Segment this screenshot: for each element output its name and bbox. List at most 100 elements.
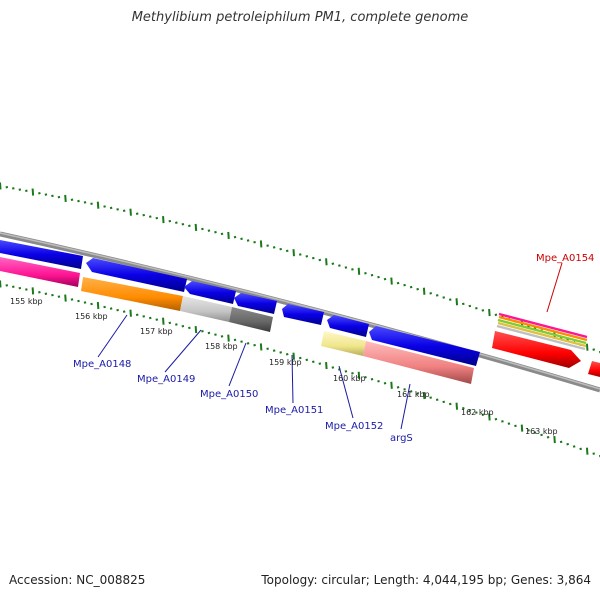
gene-block-pink[interactable] (0, 257, 80, 287)
gene-block-orange[interactable] (81, 277, 183, 311)
minor-tick (103, 305, 106, 309)
minor-tick (442, 296, 446, 299)
minor-tick (298, 253, 302, 256)
minor-tick (331, 262, 335, 265)
gene-arrow-blue[interactable] (184, 281, 236, 304)
minor-tick (416, 392, 419, 395)
gene-arrow-blue[interactable] (327, 315, 369, 337)
major-tick (0, 182, 2, 190)
gene-arrow-blue[interactable] (0, 240, 83, 269)
minor-tick (396, 281, 400, 285)
major-tick (357, 371, 361, 379)
gene-arrow-red[interactable] (492, 331, 581, 368)
minor-tick (116, 308, 119, 312)
minor-tick (38, 192, 41, 195)
minor-tick (429, 292, 433, 295)
minor-tick (44, 193, 48, 196)
gene-label-mpe-a0154[interactable]: Mpe_A0154 (536, 253, 594, 264)
gene-label-mpe-a0151[interactable]: Mpe_A0151 (265, 405, 323, 416)
minor-tick (409, 285, 413, 289)
minor-tick (266, 244, 269, 247)
major-tick (585, 447, 589, 455)
minor-tick (494, 313, 498, 317)
minor-tick (279, 351, 283, 354)
minor-tick (566, 442, 569, 446)
minor-tick (246, 239, 250, 242)
minor-tick (90, 302, 93, 306)
minor-tick (272, 246, 276, 249)
minor-tick (403, 283, 406, 287)
minor-tick (377, 379, 380, 383)
gene-label-mpe-a0149[interactable]: Mpe_A0149 (137, 374, 195, 385)
minor-tick (90, 202, 93, 206)
minor-tick (207, 229, 211, 232)
major-tick (31, 188, 35, 196)
minor-tick (311, 360, 315, 364)
gene-stack-mpe-a0154[interactable] (496, 312, 588, 351)
minor-tick (135, 313, 139, 317)
minor-tick (168, 219, 172, 223)
label-leader-lines (97, 314, 411, 430)
major-tick (162, 317, 165, 325)
gene-block-yellow[interactable] (321, 331, 366, 356)
minor-tick (338, 368, 341, 371)
minor-tick (481, 309, 485, 312)
minor-tick (494, 417, 498, 421)
minor-tick (318, 362, 322, 365)
minor-tick (435, 294, 439, 297)
major-tick (64, 294, 67, 302)
gene-arrow-blue[interactable] (234, 293, 277, 314)
minor-tick (148, 215, 152, 218)
tick-label: 161 kbp (397, 390, 430, 399)
major-tick (455, 298, 459, 306)
minor-tick (70, 298, 74, 301)
minor-tick (181, 324, 185, 328)
minor-tick (142, 213, 146, 217)
major-tick (455, 402, 459, 410)
minor-tick (188, 326, 191, 330)
genome-backbone-highlight (0, 232, 600, 390)
minor-tick (592, 348, 596, 351)
major-tick (227, 334, 230, 342)
minor-tick (214, 333, 217, 336)
gene-label-mpe-a0150[interactable]: Mpe_A0150 (200, 389, 258, 400)
minor-tick (461, 407, 465, 410)
minor-tick (318, 258, 322, 262)
minor-tick (468, 304, 472, 308)
minor-tick (83, 201, 87, 204)
gene-arrow-blue[interactable] (282, 304, 324, 325)
major-tick (96, 301, 100, 310)
minor-tick (77, 299, 80, 303)
minor-tick (377, 275, 380, 279)
gene-arrow-blue[interactable] (86, 258, 187, 292)
inner-tick-track (0, 280, 600, 458)
topology-text: Topology: circular; Length: 4,044,195 bp… (261, 573, 591, 587)
minor-tick (51, 293, 54, 297)
tick-label: 157 kbp (140, 327, 173, 336)
minor-tick (57, 295, 61, 298)
gene-label-mpe-a0152[interactable]: Mpe_A0152 (325, 421, 383, 432)
gene-label-args[interactable]: argS (390, 433, 413, 444)
minor-tick (246, 342, 250, 345)
gene-block-lightgray[interactable] (180, 296, 232, 322)
minor-tick (253, 240, 256, 244)
minor-tick (122, 209, 126, 213)
minor-tick (77, 199, 80, 203)
gene-arrow-red[interactable] (588, 361, 600, 377)
accession-text: Accession: NC_008825 (9, 573, 146, 587)
gene-block-salmon[interactable] (363, 341, 474, 384)
minor-tick (70, 198, 74, 202)
minor-tick (201, 329, 204, 333)
minor-tick (220, 232, 224, 236)
minor-tick (253, 343, 256, 347)
minor-tick (351, 372, 354, 375)
gene-block-darkgray[interactable] (229, 307, 273, 332)
gene-arrow-blue[interactable] (369, 326, 480, 366)
minor-tick (109, 307, 113, 310)
major-tick (292, 352, 295, 360)
minor-tick (527, 429, 530, 432)
minor-tick (338, 264, 341, 267)
gene-label-mpe-a0148[interactable]: Mpe_A0148 (73, 359, 131, 370)
minor-tick (416, 287, 419, 291)
minor-tick (103, 205, 106, 208)
